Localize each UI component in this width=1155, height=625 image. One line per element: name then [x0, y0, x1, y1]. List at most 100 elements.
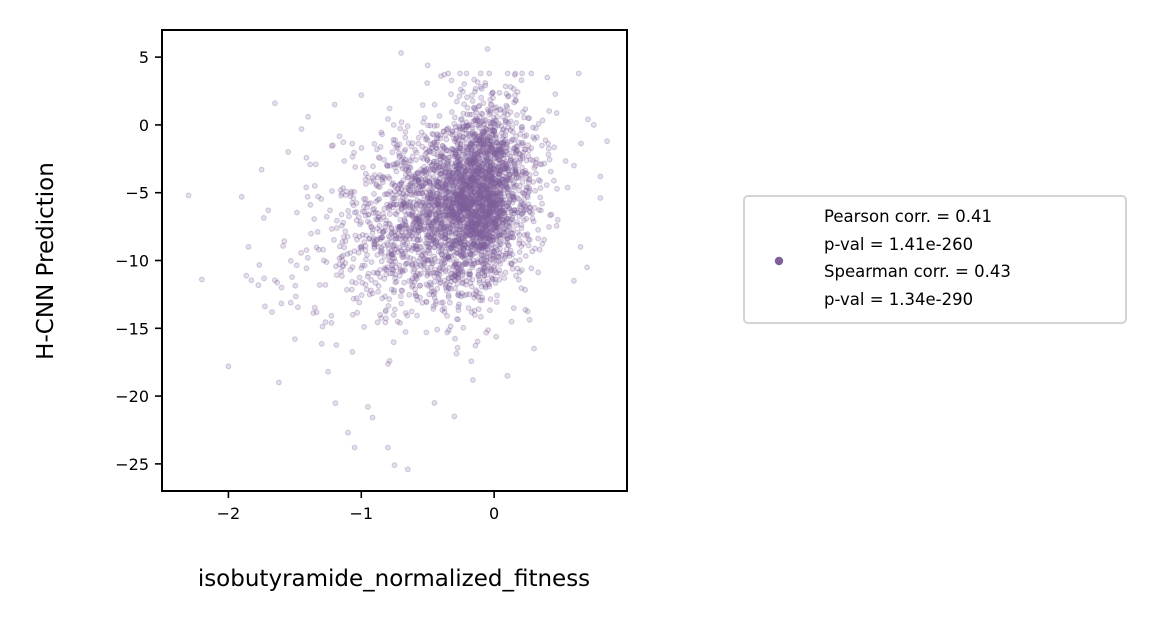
data-point	[431, 220, 437, 226]
data-point	[502, 158, 509, 165]
data-point	[457, 223, 464, 230]
data-point	[370, 163, 376, 170]
data-point	[430, 189, 437, 196]
data-point	[386, 206, 393, 213]
data-point	[424, 80, 431, 86]
data-point	[534, 134, 540, 141]
data-point	[338, 192, 345, 199]
data-point	[402, 172, 409, 179]
data-point	[532, 187, 539, 194]
data-point	[500, 165, 507, 172]
data-point	[472, 157, 479, 164]
data-point	[265, 207, 272, 214]
data-point	[366, 211, 372, 218]
data-point	[476, 155, 482, 162]
data-point	[457, 244, 464, 251]
data-point	[318, 196, 325, 202]
data-point	[449, 182, 455, 189]
data-point	[289, 274, 296, 281]
data-point	[389, 252, 396, 259]
data-point	[416, 206, 423, 213]
data-point	[458, 200, 464, 207]
data-point	[428, 175, 435, 182]
data-point	[518, 124, 525, 131]
data-point	[415, 233, 422, 240]
data-point	[476, 184, 483, 191]
data-point	[417, 294, 423, 301]
data-point	[507, 171, 513, 178]
legend-spearman: Spearman corr. = 0.43	[824, 262, 1011, 281]
data-point	[348, 188, 355, 195]
data-point	[428, 145, 435, 152]
data-point	[448, 175, 454, 182]
data-point	[281, 238, 288, 245]
data-point	[526, 236, 533, 243]
data-point	[361, 203, 367, 210]
data-point	[444, 209, 451, 216]
data-point	[377, 248, 384, 255]
data-point	[472, 223, 479, 230]
data-point	[369, 414, 376, 421]
data-point	[370, 206, 376, 213]
data-point	[464, 177, 471, 184]
data-point	[426, 209, 433, 216]
data-point	[415, 134, 422, 141]
data-point	[487, 307, 493, 314]
data-point	[513, 120, 520, 126]
data-point	[452, 153, 459, 160]
data-point	[475, 190, 482, 197]
data-point	[446, 327, 452, 334]
data-point	[390, 136, 397, 143]
data-point	[490, 189, 497, 196]
data-point	[488, 176, 495, 183]
data-point	[303, 265, 310, 272]
data-point	[312, 161, 319, 168]
data-point	[439, 307, 446, 313]
data-point	[390, 243, 397, 250]
data-point	[506, 223, 513, 230]
data-point	[528, 70, 535, 77]
x-tick-label: −2	[217, 504, 241, 523]
data-point	[437, 135, 444, 142]
data-point	[452, 261, 459, 268]
data-point	[473, 140, 479, 147]
data-point	[402, 329, 409, 335]
data-point	[520, 109, 526, 115]
data-point	[406, 291, 413, 298]
data-point	[429, 230, 436, 237]
data-point	[413, 264, 420, 271]
data-point	[294, 209, 300, 216]
data-point	[435, 132, 442, 139]
data-point	[429, 166, 436, 172]
data-point	[509, 136, 516, 143]
data-point	[452, 150, 459, 157]
data-point	[398, 300, 405, 307]
data-point	[385, 250, 392, 257]
data-point	[438, 300, 445, 306]
data-point	[459, 195, 466, 201]
data-point	[461, 241, 468, 248]
data-point	[238, 193, 245, 200]
data-point	[551, 177, 557, 184]
data-point	[453, 191, 459, 197]
data-point	[537, 178, 544, 184]
data-point	[465, 271, 472, 278]
data-point	[478, 94, 485, 101]
data-point	[430, 158, 437, 165]
data-point	[467, 206, 474, 213]
data-point	[467, 258, 473, 264]
data-point	[431, 224, 438, 231]
data-point	[437, 153, 444, 160]
data-point	[371, 241, 378, 247]
data-point	[419, 102, 426, 108]
data-point	[498, 123, 505, 129]
data-point	[402, 134, 409, 141]
data-point	[494, 220, 501, 227]
data-point	[439, 261, 446, 268]
data-point	[455, 170, 462, 177]
data-point	[431, 295, 438, 301]
data-point	[396, 181, 403, 188]
data-point	[431, 202, 438, 209]
data-point	[474, 118, 481, 125]
data-point	[449, 109, 455, 115]
